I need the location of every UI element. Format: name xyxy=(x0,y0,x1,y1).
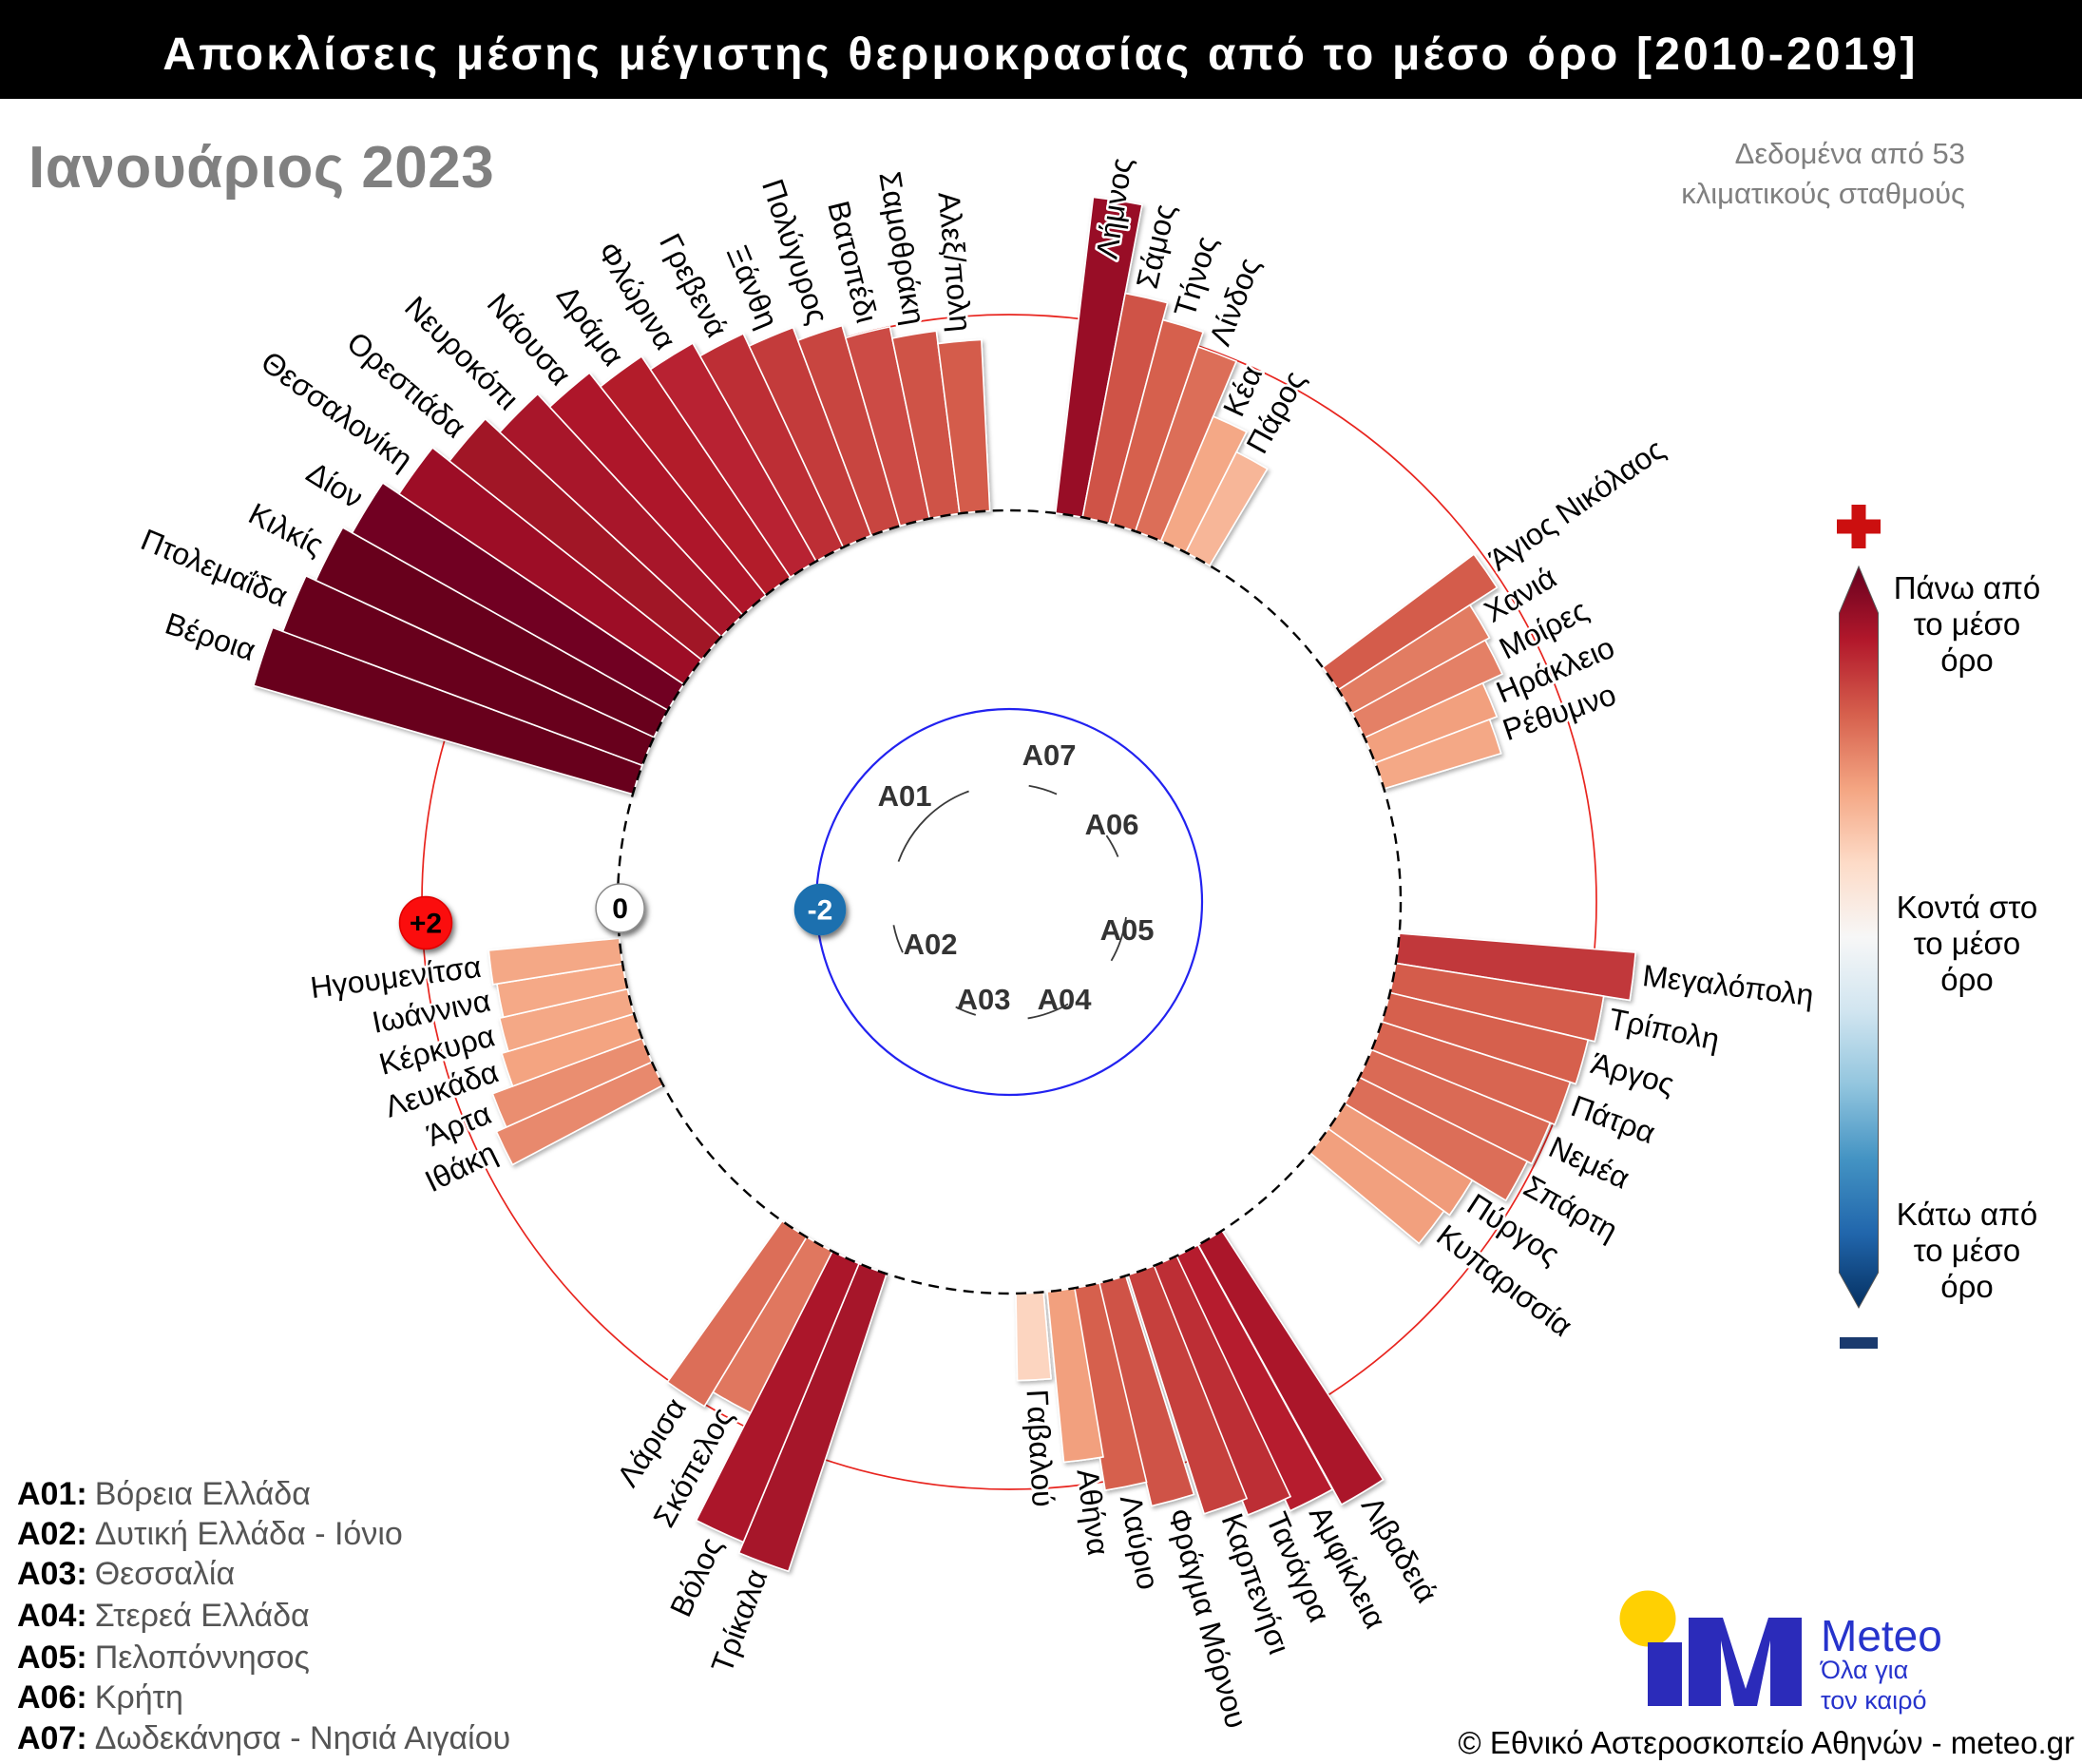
svg-text:όρο: όρο xyxy=(1940,642,1993,678)
svg-text:A02: A02 xyxy=(904,928,958,961)
svg-text:το μέσο: το μέσο xyxy=(1914,606,2021,642)
svg-text:A06: A06 xyxy=(1085,808,1139,841)
svg-text:A07: A07 xyxy=(1022,738,1077,772)
svg-text:A01:Βόρεια Ελλάδα: A01: Βόρεια Ελλάδα xyxy=(17,1476,311,1512)
svg-text:A02:Δυτική Ελλάδα - Ιόνιο: A02: Δυτική Ελλάδα - Ιόνιο xyxy=(17,1516,403,1552)
svg-text:το μέσο: το μέσο xyxy=(1914,926,2021,961)
svg-text:A07:Δωδεκάνησα - Νησιά Αιγαίου: A07: Δωδεκάνησα - Νησιά Αιγαίου xyxy=(17,1720,510,1756)
svg-text:A06:Κρήτη: A06: Κρήτη xyxy=(17,1679,183,1716)
svg-text:Αποκλίσεις μέσης μέγιστης θερμ: Αποκλίσεις μέσης μέγιστης θερμοκρασίας α… xyxy=(162,29,1918,80)
svg-text:A05: A05 xyxy=(1100,913,1155,947)
svg-text:A01: A01 xyxy=(878,779,932,813)
svg-text:A04: A04 xyxy=(1038,983,1093,1016)
svg-text:Κοντά στο: Κοντά στο xyxy=(1897,890,2038,925)
svg-text:κλιματικούς σταθμούς: κλιματικούς σταθμούς xyxy=(1681,177,1965,210)
svg-text:A04:Στερεά Ελλάδα: A04: Στερεά Ελλάδα xyxy=(17,1598,310,1634)
svg-text:Όλα για: Όλα για xyxy=(1820,1656,1908,1684)
svg-text:+2: +2 xyxy=(410,909,442,940)
svg-text:τον καιρό: τον καιρό xyxy=(1821,1686,1926,1715)
svg-text:© Εθνικό Αστεροσκοπείο Αθηνών: © Εθνικό Αστεροσκοπείο Αθηνών - meteo.gr xyxy=(1458,1725,2074,1760)
svg-text:Ιανουάριος 2023: Ιανουάριος 2023 xyxy=(29,135,494,201)
svg-text:Κάτω από: Κάτω από xyxy=(1897,1197,2037,1232)
svg-text:Δεδομένα από 53: Δεδομένα από 53 xyxy=(1735,137,1965,170)
svg-text:Meteo: Meteo xyxy=(1821,1611,1942,1660)
svg-text:-2: -2 xyxy=(808,895,833,927)
svg-text:Πάνω από: Πάνω από xyxy=(1894,570,2041,605)
svg-text:όρο: όρο xyxy=(1940,962,1993,997)
svg-text:το μέσο: το μέσο xyxy=(1914,1233,2021,1268)
svg-text:όρο: όρο xyxy=(1940,1269,1993,1304)
svg-text:A03: A03 xyxy=(957,983,1011,1016)
svg-text:A05:Πελοπόννησος: A05: Πελοπόννησος xyxy=(17,1639,310,1676)
svg-text:0: 0 xyxy=(612,893,628,925)
svg-text:A03:Θεσσαλία: A03: Θεσσαλία xyxy=(17,1556,235,1592)
svg-text:Γαβαλού: Γαβαλού xyxy=(1020,1389,1060,1508)
